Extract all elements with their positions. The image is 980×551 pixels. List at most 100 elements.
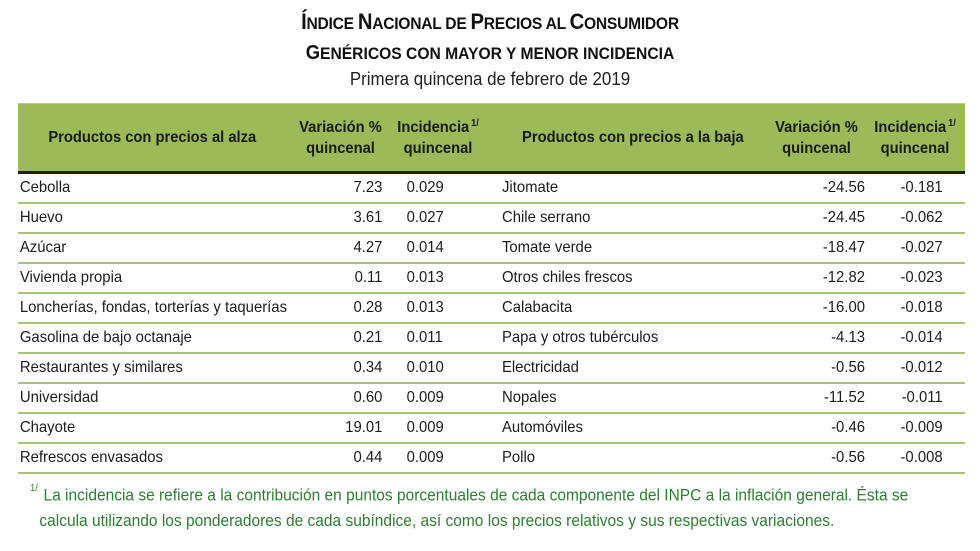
header-down-incidence-l2: quincenal	[880, 139, 950, 157]
footnote-text-1: La incidencia se refiere a la contribuci…	[43, 486, 909, 505]
header-up-products: Productos con precios al alza	[48, 129, 257, 146]
footnote-marker: 1/	[30, 483, 38, 494]
down-product-name: Nopales	[501, 389, 557, 406]
down-variation: -4.13	[831, 329, 865, 346]
title-fragment: NDICE	[306, 14, 358, 33]
up-product-name: Gasolina de bajo octanaje	[19, 329, 192, 346]
footnote: 1/La incidencia se refiere a la contribu…	[30, 479, 960, 534]
up-product-name: Chayote	[19, 419, 76, 436]
table-row: Huevo 3.61 0.027 Chile serrano -24.45 -0…	[18, 204, 965, 234]
footnote-marker: 1/	[471, 117, 479, 129]
up-incidence: 0.009	[406, 449, 444, 466]
up-variation: 0.28	[353, 299, 383, 316]
up-product-name: Cebolla	[19, 179, 71, 196]
down-variation: -11.52	[823, 389, 865, 406]
footnote-line-1: 1/La incidencia se refiere a la contribu…	[30, 479, 908, 509]
down-variation: -12.82	[822, 269, 865, 286]
up-product-name: Universidad	[19, 389, 99, 406]
up-product-name: Restaurantes y similares	[19, 359, 183, 376]
up-product-name: Azúcar	[19, 239, 67, 256]
up-incidence: 0.014	[406, 239, 444, 256]
down-variation: -0.56	[831, 449, 865, 466]
up-variation: 0.44	[353, 449, 383, 466]
down-incidence: -0.018	[900, 299, 943, 316]
table-row: Gasolina de bajo octanaje 0.21 0.011 Pap…	[18, 324, 965, 354]
table-row: Restaurantes y similares 0.34 0.010 Elec…	[18, 354, 965, 384]
footnote-line-2: calcula utilizando los ponderadores de c…	[30, 509, 904, 534]
up-variation: 0.11	[354, 269, 383, 286]
title2-initial: G	[305, 42, 321, 64]
title-fragment: ACIONAL DE	[372, 14, 471, 33]
header-down-incidence: Incidencia 1/ quincenal	[869, 117, 961, 159]
page-subtitle-heading: GENÉRICOS CON MAYOR Y MENOR INCIDENCIA	[39, 40, 941, 67]
title2-rest: ENÉRICOS CON MAYOR Y MENOR INCIDENCIA	[320, 44, 675, 63]
down-variation: -16.00	[822, 299, 865, 316]
up-incidence: 0.013	[406, 269, 444, 286]
down-incidence: -0.009	[900, 419, 943, 436]
table-row: Loncherías, fondas, torterías y taquería…	[18, 294, 965, 324]
up-incidence: 0.011	[406, 329, 443, 346]
down-incidence: -0.023	[900, 269, 943, 286]
down-incidence: -0.012	[900, 359, 943, 376]
header-up-incidence: Incidencia 1/ quincenal	[392, 117, 484, 159]
down-product-name: Chile serrano	[501, 209, 591, 226]
header-down-incidence-l1: Incidencia	[874, 118, 947, 136]
down-product-name: Jitomate	[501, 179, 559, 196]
header-down-variation-l2: quincenal	[782, 139, 851, 157]
down-product-name: Otros chiles frescos	[501, 269, 633, 286]
down-product-name: Automóviles	[501, 419, 584, 436]
down-product-name: Pollo	[501, 449, 536, 466]
header-up-variation-l2: quincenal	[306, 139, 375, 157]
header-down-products: Productos con precios a la baja	[522, 129, 744, 146]
up-incidence: 0.027	[406, 209, 444, 226]
title-fragment: Í	[301, 9, 307, 34]
title-fragment: C	[569, 9, 585, 34]
up-incidence: 0.009	[406, 419, 444, 436]
table-row: Chayote 19.01 0.009 Automóviles -0.46 -0…	[18, 414, 965, 444]
table-row: Vivienda propia 0.11 0.013 Otros chiles …	[18, 264, 965, 294]
down-incidence: -0.011	[901, 389, 943, 406]
up-variation: 4.27	[353, 239, 383, 256]
up-incidence: 0.010	[406, 359, 444, 376]
down-product-name: Papa y otros tubérculos	[501, 329, 659, 346]
up-product-name: Refrescos envasados	[19, 449, 163, 466]
down-variation: -24.56	[822, 179, 865, 196]
header-up-incidence-l2: quincenal	[403, 139, 473, 157]
down-product-name: Electricidad	[501, 359, 579, 376]
up-incidence: 0.029	[406, 179, 444, 196]
down-variation: -0.46	[831, 419, 865, 436]
header-up-incidence-l1: Incidencia	[397, 118, 470, 136]
up-variation: 3.61	[353, 209, 383, 226]
up-variation: 19.01	[345, 419, 383, 436]
header-up-variation: Variación % quincenal	[297, 117, 384, 159]
table-body: Cebolla 7.23 0.029 Jitomate -24.56 -0.18…	[18, 174, 965, 474]
down-incidence: -0.181	[900, 179, 943, 196]
footnote-marker: 1/	[948, 117, 956, 129]
incidence-table: Productos con precios al alza Variación …	[18, 103, 965, 474]
page-title: ÍNDICE NACIONAL DE PRECIOS AL CONSUMIDOR	[39, 8, 941, 38]
footnote-text-2: calcula utilizando los ponderadores de c…	[39, 511, 835, 530]
up-variation: 7.23	[353, 179, 383, 196]
table-header: Productos con precios al alza Variación …	[18, 103, 965, 174]
table-row: Refrescos envasados 0.44 0.009 Pollo -0.…	[18, 444, 965, 474]
header-up-variation-l1: Variación %	[299, 118, 382, 136]
up-product-name: Loncherías, fondas, torterías y taquería…	[19, 299, 288, 316]
header-down-variation-l1: Variación %	[775, 118, 858, 136]
table-row: Cebolla 7.23 0.029 Jitomate -24.56 -0.18…	[18, 174, 965, 204]
up-product-name: Vivienda propia	[19, 269, 123, 286]
down-variation: -24.45	[822, 209, 865, 226]
down-incidence: -0.027	[900, 239, 943, 256]
down-incidence: -0.008	[900, 449, 943, 466]
down-incidence: -0.062	[900, 209, 943, 226]
period-subtitle: Primera quincena de febrero de 2019	[349, 69, 631, 89]
up-incidence: 0.009	[406, 389, 444, 406]
title-block: ÍNDICE NACIONAL DE PRECIOS AL CONSUMIDOR…	[0, 8, 980, 90]
down-variation: -0.56	[831, 359, 865, 376]
up-variation: 0.34	[353, 359, 383, 376]
title-fragment: RECIOS AL	[483, 14, 570, 33]
up-incidence: 0.013	[406, 299, 444, 316]
up-product-name: Huevo	[19, 209, 63, 226]
table-row: Universidad 0.60 0.009 Nopales -11.52 -0…	[18, 384, 965, 414]
table-row: Azúcar 4.27 0.014 Tomate verde -18.47 -0…	[18, 234, 965, 264]
down-product-name: Tomate verde	[501, 239, 593, 256]
